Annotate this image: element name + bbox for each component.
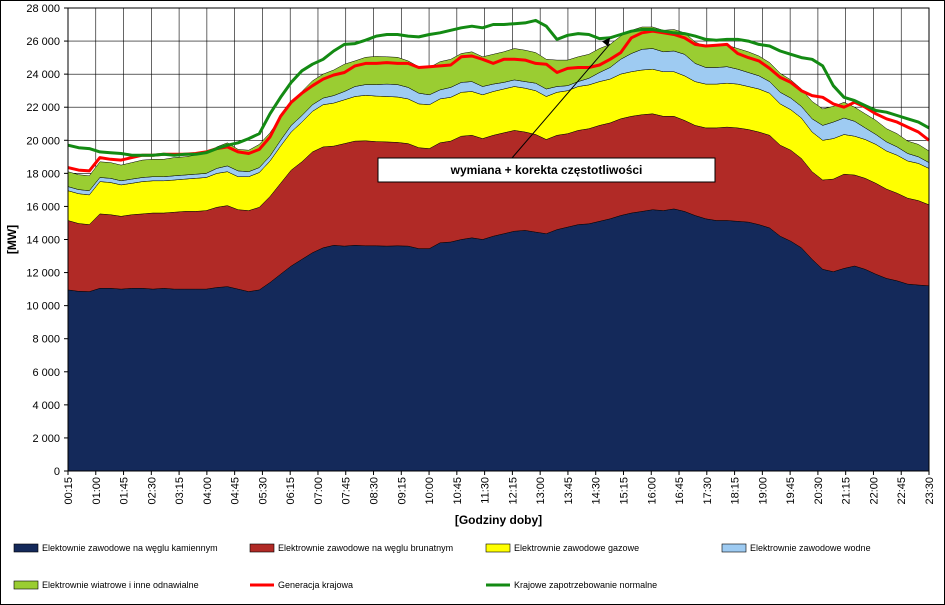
x-tick-label: 02:30 [146,477,158,505]
x-tick-label: 12:15 [507,477,519,505]
x-tick-label: 00:15 [63,477,75,505]
legend-swatch [13,580,39,590]
legend-item: Krajowe zapotrzebowanie normalne [486,580,657,590]
legend-label: Elektownie zawodowe na węglu kamiennym [42,543,218,553]
x-tick-label: 10:00 [424,477,436,505]
annotation-box [377,157,716,183]
x-tick-label: 05:30 [257,477,269,505]
x-tick-label: 13:45 [563,477,575,505]
x-tick-label: 13:00 [535,477,547,505]
x-tick-label: 17:30 [702,477,714,505]
x-axis: 00:15 01:00 01:45 02:30 03:15 04:00 04:45 05:30… [63,471,936,505]
x-tick-label: 07:45 [341,477,353,505]
y-tick-label: 22 000 [26,102,60,114]
y-tick-label: 26 000 [26,36,60,48]
legend-item: Elektownie zawodowe na węglu kamiennym [13,543,218,553]
annotation: wymiana + korekta częstotliwości [377,37,716,183]
legend-swatch [721,543,747,553]
x-tick-label: 03:15 [174,477,186,505]
legend-label: Elektrownie zawodowe na węglu brunatnym [278,543,453,553]
x-tick-label: 08:30 [369,477,381,505]
y-tick-label: 8 000 [32,334,60,346]
x-tick-label: 04:45 [230,477,242,505]
x-tick-label: 01:00 [91,477,103,505]
annotation-arrow [511,43,611,159]
y-tick-label: 20 000 [26,135,60,147]
legend-label: Elektrownie wiatrowe i inne odnawialne [42,580,199,590]
y-tick-label: 10 000 [26,301,60,313]
x-tick-label: 19:00 [757,477,769,505]
annotation-arrow-head [602,37,611,47]
y-tick-label: 28 000 [26,3,60,15]
legend-item: Elektrownie zawodowe wodne [721,543,871,553]
y-tick-label: 12 000 [26,268,60,280]
x-tick-label: 09:15 [396,477,408,505]
x-tick-label: 14:30 [591,477,603,505]
legend-swatch [485,543,511,553]
x-tick-label: 21:15 [841,477,853,505]
x-tick-label: 20:30 [813,477,825,505]
legend-item: Generacja krajowa [250,580,353,590]
x-tick-label: 10:45 [452,477,464,505]
x-tick-label: 07:00 [313,477,325,505]
legend-label: Krajowe zapotrzebowanie normalne [514,580,657,590]
y-tick-label: 6 000 [32,367,60,379]
x-tick-label: 04:00 [202,477,214,505]
line-series-1 [67,18,930,157]
x-tick-label: 16:00 [646,477,658,505]
y-tick-label: 16 000 [26,201,60,213]
x-tick-label: 19:45 [785,477,797,505]
y-axis-title: [MW] [5,225,19,254]
y-tick-label: 0 [54,466,60,478]
legend-item: Elektrownie zawodowe gazowe [485,543,639,553]
x-tick-label: 18:15 [730,477,742,505]
legend-label: Elektrownie zawodowe gazowe [514,543,639,553]
legend-label: Generacja krajowa [278,580,353,590]
y-tick-label: 2 000 [32,433,60,445]
x-tick-label: 15:15 [618,477,630,505]
legend-item: Elektrownie wiatrowe i inne odnawialne [13,580,199,590]
legend-swatch [13,543,39,553]
y-axis: 0 2 000 4 000 6 000 8 000 10 000 12 000 14 000 1… [26,3,68,478]
x-tick-label: 16:45 [674,477,686,505]
legend-swatch [249,543,275,553]
y-tick-label: 18 000 [26,168,60,180]
x-tick-label: 23:30 [924,477,936,505]
x-axis-title: [Godziny doby] [455,513,542,527]
x-tick-label: 22:45 [896,477,908,505]
y-tick-label: 24 000 [26,69,60,81]
x-tick-label: 06:15 [285,477,297,505]
x-tick-label: 01:45 [119,477,131,505]
legend-label: Elektrownie zawodowe wodne [750,543,871,553]
legend: Elektownie zawodowe na węglu kamiennym El… [13,543,871,590]
annotation-text: wymiana + korekta częstotliwości [450,163,643,177]
y-tick-label: 4 000 [32,400,60,412]
x-tick-label: 22:00 [868,477,880,505]
y-tick-label: 14 000 [26,235,60,247]
x-tick-label: 11:30 [480,477,492,504]
legend-item: Elektrownie zawodowe na węglu brunatnym [249,543,453,553]
line-series [67,18,930,173]
